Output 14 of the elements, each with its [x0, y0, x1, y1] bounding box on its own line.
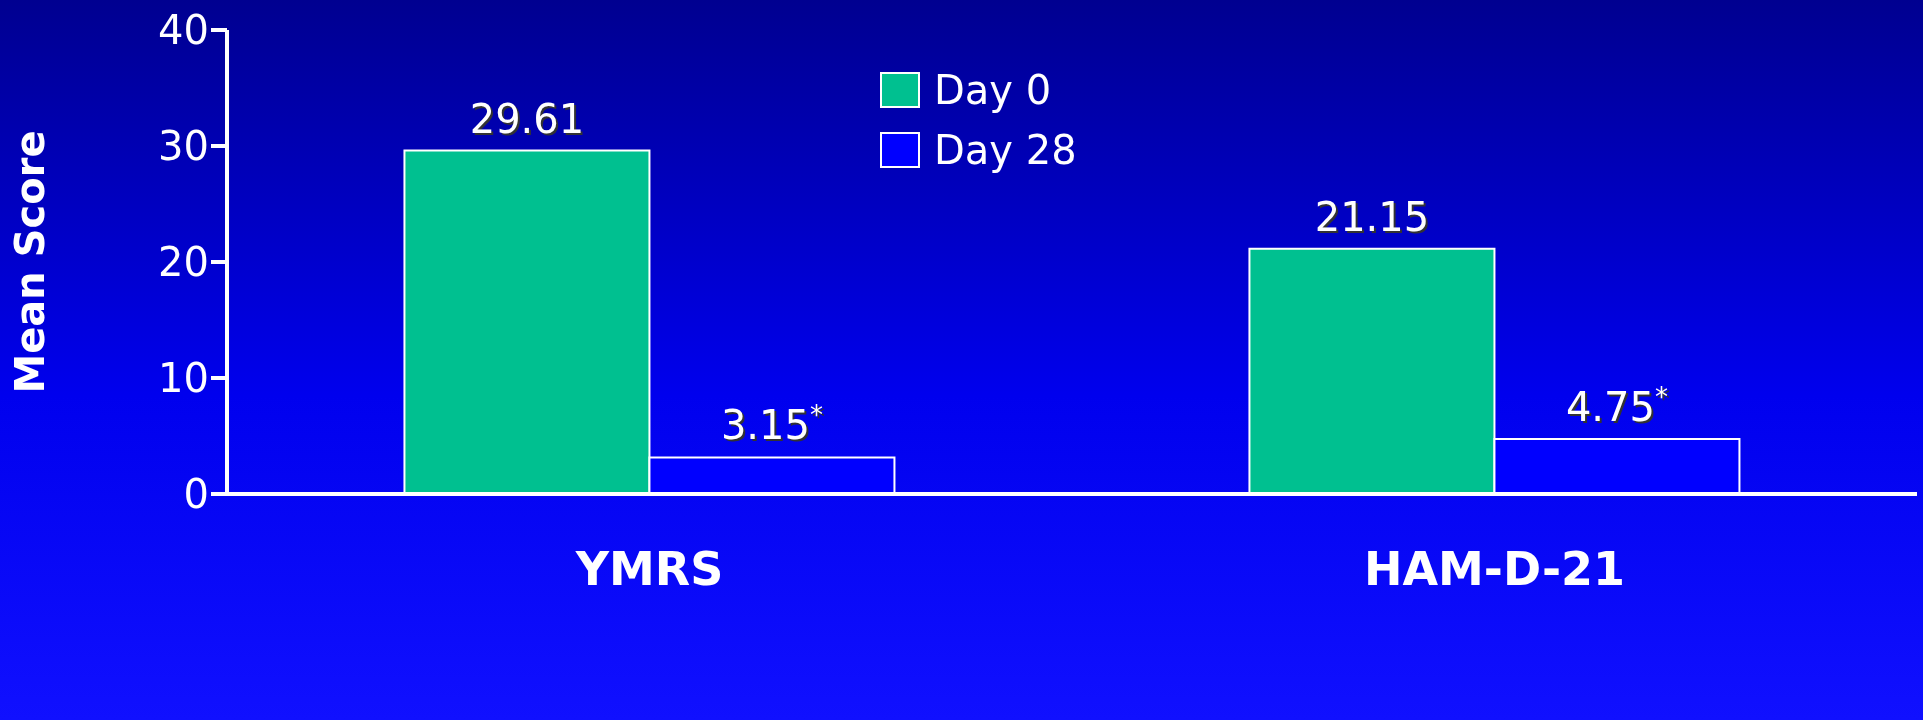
y-tick-label: 0 [183, 471, 209, 518]
y-tick-label: 10 [158, 355, 209, 402]
y-axis-title: Mean Score [7, 130, 54, 394]
y-tick-label: 30 [158, 123, 209, 170]
y-tick-label: 40 [158, 7, 209, 54]
data-label: 29.61 [471, 97, 587, 144]
data-label: 3.15$^{*}$ [722, 402, 825, 451]
legend-label: Day 28 [934, 127, 1077, 173]
data-label: 21.15 [1316, 195, 1432, 242]
x-tick-label: YMRS [574, 541, 724, 596]
x-tick-label: HAM-D-21 [1363, 541, 1626, 596]
legend-label: Day 0 [934, 67, 1052, 113]
y-tick-label: 20 [158, 239, 209, 286]
data-label: 4.75$^{*}$ [1567, 383, 1670, 432]
